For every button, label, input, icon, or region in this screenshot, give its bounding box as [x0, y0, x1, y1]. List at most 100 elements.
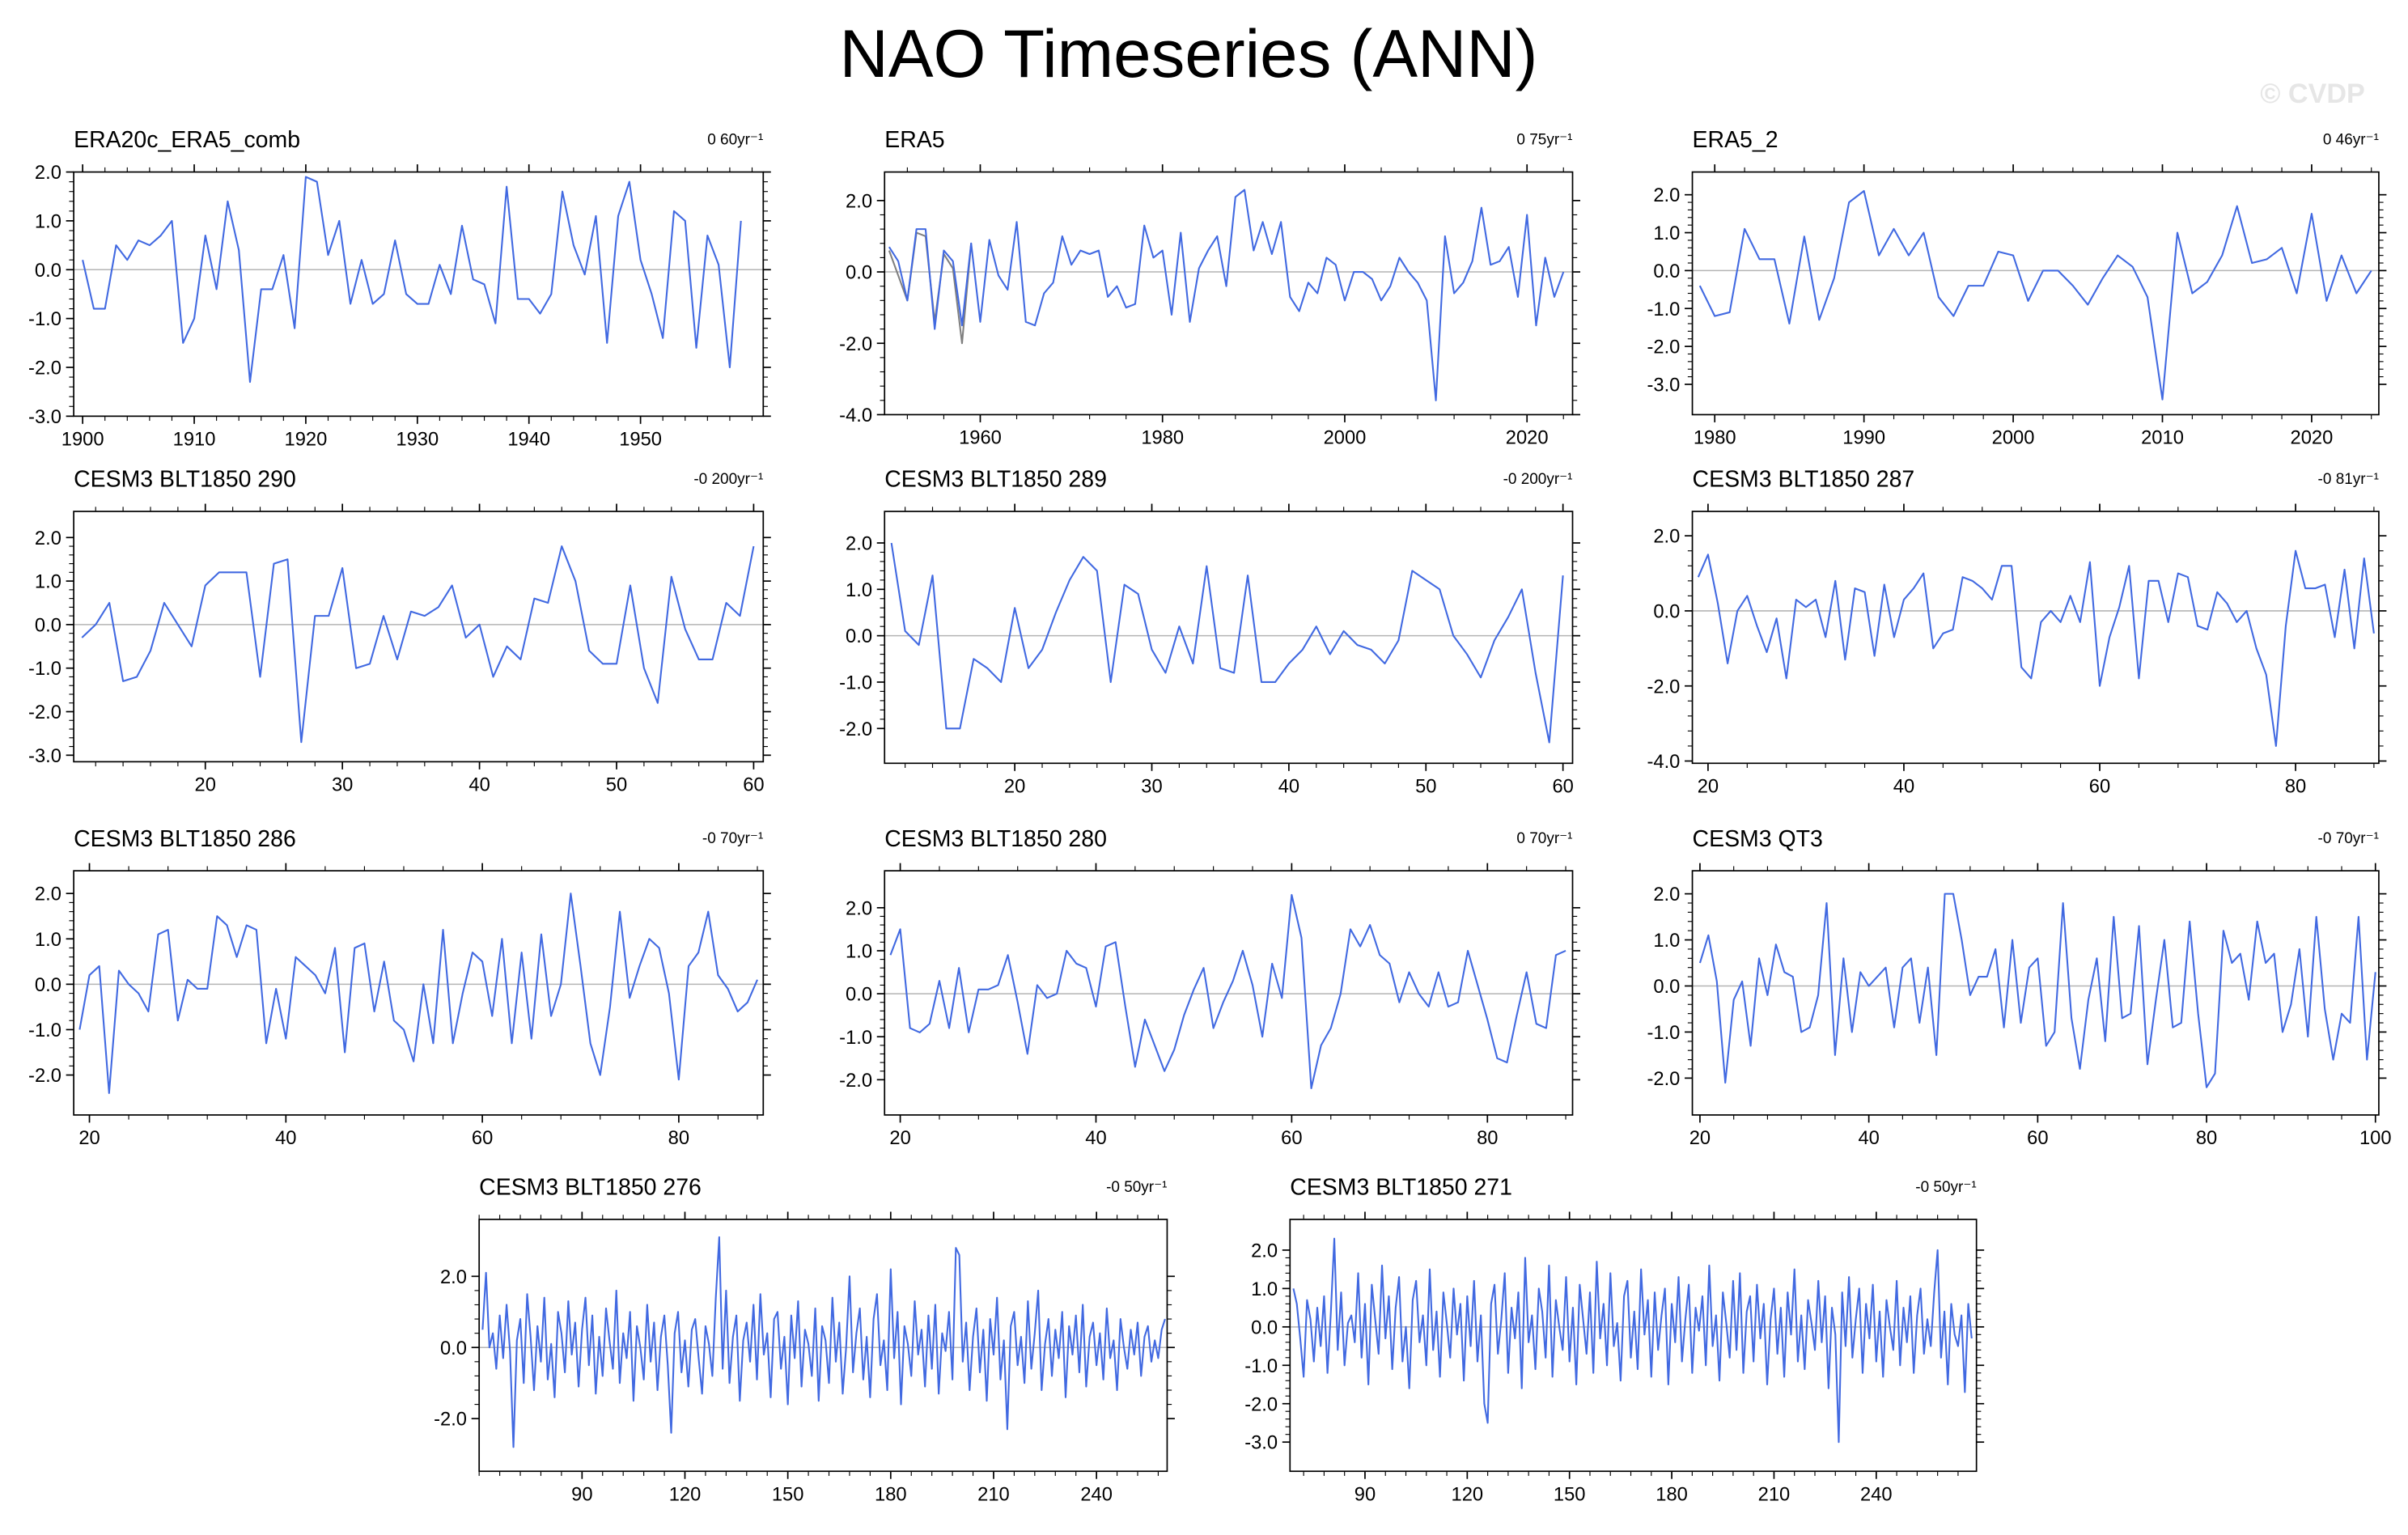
x-tick-label: 40: [1278, 776, 1299, 797]
plot-frame: [478, 1219, 1168, 1473]
y-tick-label: 2.0: [35, 884, 61, 905]
y-tick-label: 0.0: [35, 615, 61, 636]
y-tick-label: -3.0: [28, 407, 61, 428]
trend-label: -0 200yr⁻¹: [1503, 471, 1573, 488]
y-tick-label: -4.0: [1647, 752, 1680, 773]
y-tick-label: 1.0: [35, 572, 61, 593]
x-tick-label: 20: [78, 1128, 100, 1149]
y-tick-label: 2.0: [1653, 527, 1680, 548]
x-tick-label: 30: [1141, 776, 1162, 797]
y-tick-label: 0.0: [440, 1338, 467, 1359]
x-tick-label: 90: [1354, 1484, 1376, 1505]
y-tick-label: -2.0: [839, 1071, 872, 1092]
x-tick-label: 1930: [396, 429, 439, 450]
x-tick-label: 80: [1477, 1128, 1498, 1149]
x-tick-label: 150: [772, 1484, 804, 1505]
x-tick-label: 210: [1758, 1484, 1791, 1505]
y-tick-label: -2.0: [1647, 337, 1680, 358]
x-tick-label: 210: [977, 1484, 1010, 1505]
y-tick-label: -2.0: [28, 1066, 61, 1087]
y-tick-label: -1.0: [839, 673, 872, 694]
x-tick-label: 60: [2089, 776, 2110, 797]
y-tick-label: -2.0: [28, 702, 61, 723]
panel-title: CESM3 BLT1850 271: [1290, 1175, 1512, 1201]
trend-label: 0 75yr⁻¹: [1516, 131, 1572, 148]
x-tick-label: 2020: [2291, 428, 2334, 449]
x-tick-label: 1910: [173, 429, 216, 450]
panel-title: CESM3 BLT1850 280: [884, 826, 1107, 852]
x-tick-label: 50: [606, 774, 627, 795]
x-tick-label: 20: [1689, 1128, 1711, 1149]
x-tick-label: 60: [1281, 1128, 1302, 1149]
trend-label: -0 50yr⁻¹: [1915, 1179, 1976, 1196]
series-line: [78, 893, 758, 1095]
x-tick-label: 40: [275, 1128, 296, 1149]
y-tick-label: 1.0: [35, 930, 61, 951]
x-tick-label: 20: [1004, 776, 1025, 797]
x-tick-label: 60: [472, 1128, 493, 1149]
x-tick-label: 2000: [1992, 428, 2035, 449]
x-tick-label: 80: [2196, 1128, 2217, 1149]
y-tick-label: -1.0: [1647, 1023, 1680, 1044]
x-tick-label: 1980: [1694, 428, 1736, 449]
panel-title: ERA20c_ERA5_comb: [74, 127, 300, 153]
y-tick-label: 0.0: [846, 626, 872, 647]
y-tick-label: -2.0: [839, 719, 872, 740]
y-tick-label: 0.0: [35, 261, 61, 282]
x-tick-label: 1980: [1141, 428, 1184, 449]
y-tick-label: -3.0: [1647, 375, 1680, 396]
trend-label: -0 70yr⁻¹: [702, 830, 763, 847]
y-tick-label: 0.0: [846, 985, 872, 1006]
y-tick-label: 1.0: [35, 211, 61, 232]
panel-title: CESM3 BLT1850 286: [74, 826, 296, 852]
panel-title: CESM3 BLT1850 290: [74, 467, 296, 493]
plot-frame: [884, 511, 1574, 765]
y-tick-label: -2.0: [839, 334, 872, 355]
y-tick-label: -4.0: [839, 405, 872, 426]
series-line: [889, 893, 1566, 1090]
x-tick-label: 120: [1452, 1484, 1484, 1505]
x-tick-label: 240: [1860, 1484, 1893, 1505]
x-tick-label: 40: [1858, 1128, 1879, 1149]
panel-title: CESM3 BLT1850 276: [479, 1175, 702, 1201]
x-tick-label: 180: [875, 1484, 907, 1505]
y-tick-label: 1.0: [846, 580, 872, 601]
y-tick-label: 0.0: [1653, 977, 1680, 998]
y-tick-label: -2.0: [434, 1410, 467, 1431]
x-tick-label: 1960: [959, 428, 1002, 449]
y-tick-label: 0.0: [35, 975, 61, 996]
series-line: [1698, 189, 2372, 401]
y-tick-label: 0.0: [1653, 261, 1680, 282]
panel-title: CESM3 BLT1850 289: [884, 467, 1107, 493]
x-tick-label: 40: [1893, 776, 1914, 797]
x-tick-label: 90: [571, 1484, 592, 1505]
x-tick-label: 120: [669, 1484, 702, 1505]
series-line: [1697, 549, 2375, 747]
figure-title: NAO Timeseries (ANN): [840, 15, 1538, 91]
y-tick-label: 2.0: [1251, 1240, 1278, 1261]
y-tick-label: 1.0: [1653, 223, 1680, 244]
y-tick-label: 0.0: [846, 263, 872, 284]
y-tick-label: -1.0: [28, 1020, 61, 1041]
x-tick-label: 1950: [619, 429, 662, 450]
plot-frame: [73, 511, 765, 763]
y-tick-label: 1.0: [846, 941, 872, 962]
x-tick-label: 40: [468, 774, 490, 795]
series-line: [890, 542, 1564, 744]
x-tick-label: 80: [2285, 776, 2306, 797]
plot-frame: [1289, 1219, 1978, 1473]
x-tick-label: 100: [2359, 1128, 2392, 1149]
x-tick-label: 1920: [285, 429, 328, 450]
y-tick-label: 2.0: [35, 528, 61, 549]
x-tick-label: 2010: [2141, 428, 2184, 449]
x-tick-label: 20: [1698, 776, 1719, 797]
series-line: [82, 176, 742, 384]
trend-label: -0 200yr⁻¹: [693, 471, 763, 488]
watermark: © CVDP: [2260, 78, 2365, 109]
x-tick-label: 1990: [1842, 428, 1885, 449]
plot-frame: [1691, 511, 2380, 765]
x-tick-label: 1900: [61, 429, 104, 450]
series-line: [481, 1236, 1166, 1448]
y-tick-label: -2.0: [1647, 1069, 1680, 1090]
